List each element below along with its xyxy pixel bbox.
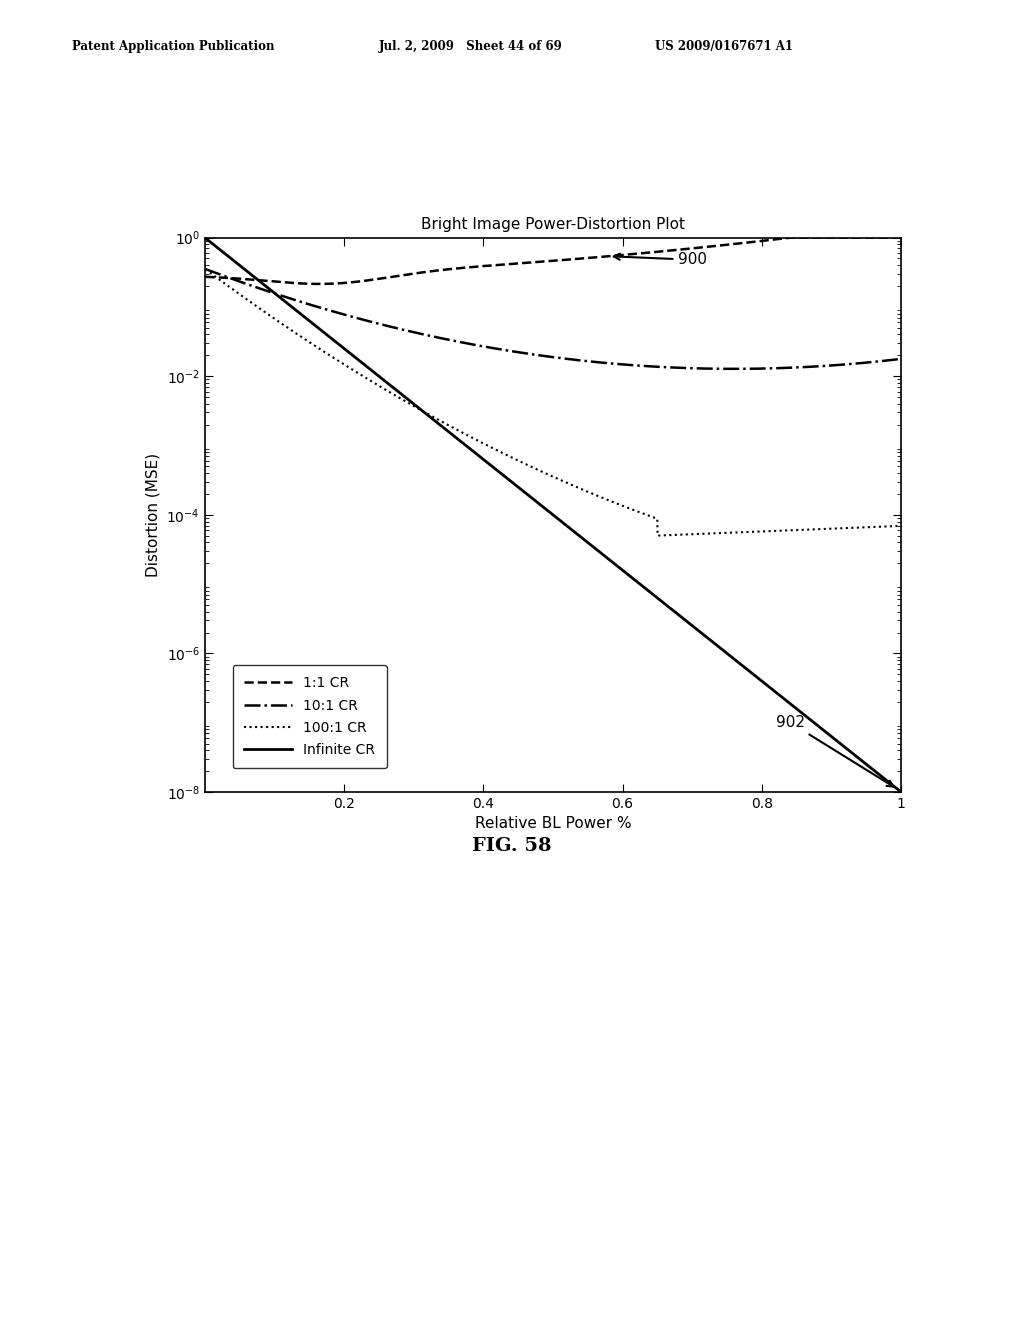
X-axis label: Relative BL Power %: Relative BL Power % [475, 816, 631, 832]
Text: 900: 900 [613, 252, 708, 267]
Y-axis label: Distortion (MSE): Distortion (MSE) [145, 453, 161, 577]
Title: Bright Image Power-Distortion Plot: Bright Image Power-Distortion Plot [421, 218, 685, 232]
Text: 902: 902 [776, 715, 893, 787]
Text: US 2009/0167671 A1: US 2009/0167671 A1 [655, 40, 794, 53]
Text: Patent Application Publication: Patent Application Publication [72, 40, 274, 53]
Text: FIG. 58: FIG. 58 [472, 837, 552, 855]
Text: Jul. 2, 2009   Sheet 44 of 69: Jul. 2, 2009 Sheet 44 of 69 [379, 40, 562, 53]
Legend: 1:1 CR, 10:1 CR, 100:1 CR, Infinite CR: 1:1 CR, 10:1 CR, 100:1 CR, Infinite CR [232, 665, 387, 768]
